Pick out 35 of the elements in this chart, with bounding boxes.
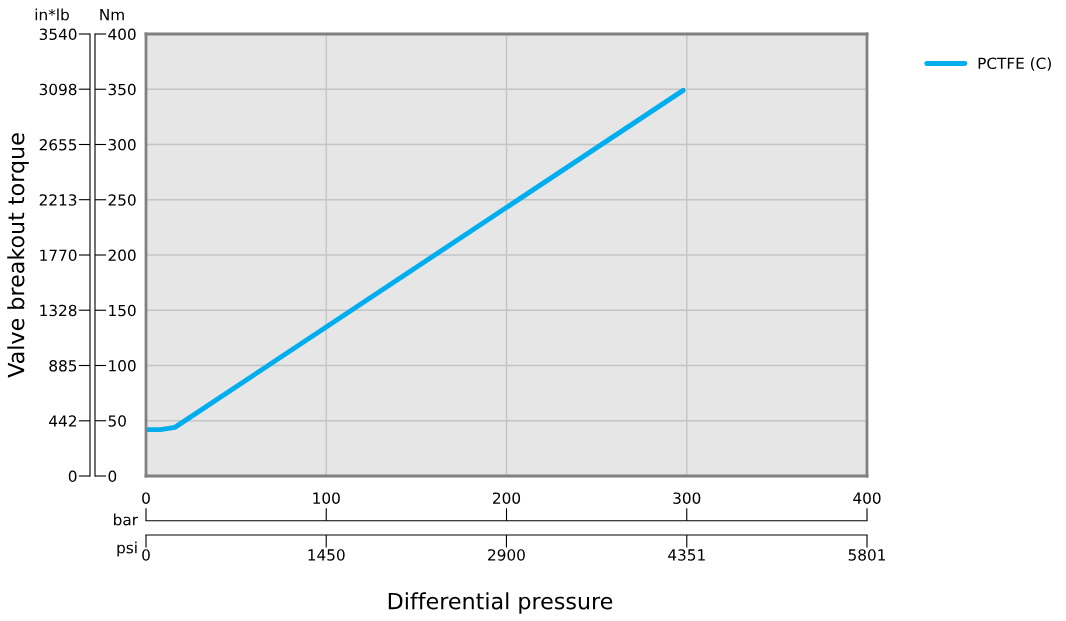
text: in*lb bbox=[35, 8, 69, 21]
y-tick-label: 0 bbox=[68, 470, 77, 483]
x-tick-label: 400 bbox=[853, 492, 881, 504]
text: bar bbox=[114, 513, 138, 526]
text: psi bbox=[117, 541, 137, 557]
y2-tick-label: 200 bbox=[108, 249, 136, 262]
y2-tick-label: 350 bbox=[108, 83, 136, 96]
y2-axis-title: Nm bbox=[100, 9, 124, 21]
x2-tick-label: 4351 bbox=[668, 549, 705, 561]
x-tick-label: 300 bbox=[673, 492, 701, 504]
y2-tick-label: 250 bbox=[108, 194, 136, 206]
y-axis-title: Valve breakout torque bbox=[7, 133, 29, 378]
y2-tick-label: 100 bbox=[109, 359, 136, 372]
y2-tick-label: 400 bbox=[108, 28, 136, 41]
y-tick-label: 2213 bbox=[39, 194, 77, 206]
x-tick-label: 0 bbox=[142, 492, 150, 504]
y-tick-label: 3540 bbox=[39, 28, 77, 41]
legend-label: PCTFE (C) bbox=[978, 57, 1051, 71]
x2-tick-label: 1450 bbox=[308, 549, 345, 561]
y-tick-label: 3098 bbox=[39, 83, 77, 96]
y2-tick-label: 0 bbox=[108, 470, 117, 483]
y2-tick-label: 50 bbox=[108, 415, 126, 427]
y-tick-label: 2655 bbox=[39, 138, 77, 151]
x-tick-label: 200 bbox=[493, 492, 521, 504]
y-tick-label: 442 bbox=[49, 415, 76, 427]
y-tick-label: 1328 bbox=[40, 304, 77, 317]
x2-tick-label: 0 bbox=[142, 549, 150, 561]
x2-tick-label: 5801 bbox=[848, 549, 886, 561]
x-axis-title: Differential pressure bbox=[388, 592, 613, 614]
x2-tick-label: 2900 bbox=[488, 549, 525, 561]
y2-tick-label: 150 bbox=[109, 304, 136, 317]
y-tick-label: 885 bbox=[49, 359, 77, 372]
y-tick-label: 1770 bbox=[40, 249, 77, 262]
y2-tick-label: 300 bbox=[108, 138, 136, 151]
x-tick-label: 100 bbox=[313, 492, 340, 504]
